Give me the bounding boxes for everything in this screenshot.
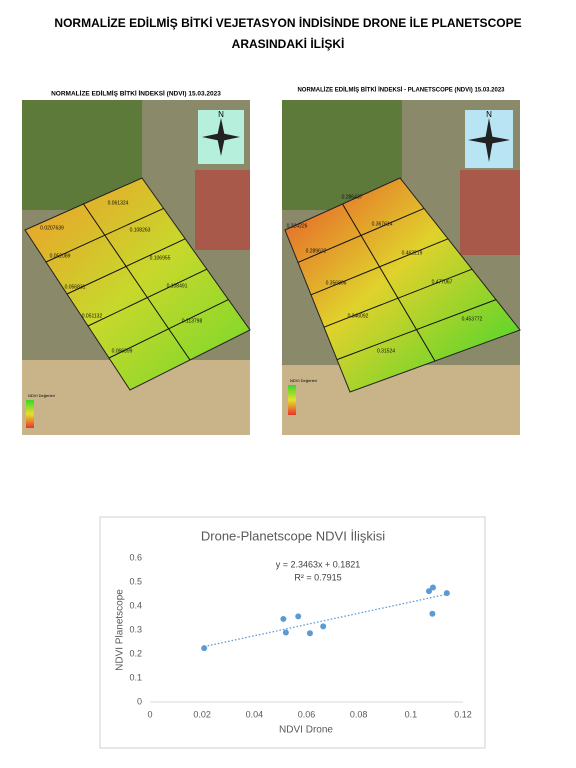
point [306,630,313,637]
field-border [310,238,449,296]
legend-label: NDVI Değerleri [28,393,55,398]
point [280,615,287,622]
point [320,623,327,630]
trendline-r2: R² = 0.7915 [294,572,341,582]
y-tick-label: 0.6 [129,552,142,562]
field-border [323,268,473,328]
field-label: 0.108263 [130,227,151,233]
chart-frame [99,516,486,749]
field-border [87,268,208,327]
x-tick-label: 0.02 [193,709,211,719]
field-label: 0.356806 [326,280,347,286]
field-border [297,207,425,263]
point [425,588,432,595]
x-tick-label: 0.1 [405,709,418,719]
legend-label: NDVI Değerleri [290,378,317,383]
x-tick-label: 0.08 [350,709,368,719]
x-axis-label: NDVI Drone [279,725,333,736]
field-label: 0.462219 [402,250,423,256]
y-tick-label: 0.5 [129,576,142,586]
y-tick-label: 0.1 [129,672,142,682]
chart-title: Drone-Planetscope NDVI İlişkisi [201,528,385,543]
field-label: 0.346092 [348,313,369,319]
title: NORMALİZE EDİLMİŞ BİTKİ VEJETASYON İNDİS… [54,15,521,30]
point [443,590,450,597]
map-title: NORMALİZE EDİLMİŞ BİTKİ İNDEKSİ - PLANET… [297,87,505,94]
point [429,584,436,591]
field-label: 0.113798 [182,318,203,324]
map-panel: N NDVI Değerleri [282,100,521,435]
field-label: 0.289632 [306,248,327,254]
y-axis-label: NDVI Planetscope [115,589,126,671]
field-border [83,203,191,361]
y-tick-label: 0 [137,696,142,706]
field-label: 0.061324 [108,200,129,206]
buildings [460,170,520,255]
buildings [195,170,250,250]
field-label: 0.31524 [377,348,395,354]
x-tick-label: 0.04 [246,709,264,719]
point [295,613,302,620]
x-tick-label: 0.06 [298,709,316,719]
field-label: 0.477067 [432,279,453,285]
field-border [342,203,436,362]
field [24,177,251,391]
map-title: NORMALİZE EDİLMİŞ BİTKİ İNDEKSİ (NDVI) 1… [51,90,221,98]
trendline-equation: y = 2.3463x + 0.1821 [276,559,361,569]
y-tick-label: 0.2 [129,648,142,658]
field-label: 0.367614 [372,221,393,227]
y-tick-label: 0.4 [129,600,142,610]
field-label: 0.453772 [462,316,483,322]
x-tick-label: 0 [147,709,152,719]
title: ARASINDAKİ İLİŞKİ [232,36,345,51]
point [429,610,436,617]
point [201,645,208,652]
field-label: 0.106955 [150,255,171,261]
field-area [282,365,520,435]
field-label: 0.056831 [65,284,86,290]
legend-bar [26,400,34,428]
trendline [204,593,447,648]
x-tick-label: 0.12 [454,709,472,719]
map-panel: N NDVI Değerleri [22,100,251,435]
legend-bar [288,385,296,415]
y-tick-label: 0.3 [129,624,142,634]
field-label: 0.0207639 [40,225,64,231]
field-border [108,299,229,359]
compass-label: N [218,110,224,119]
field [284,177,521,393]
compass [468,118,510,162]
field-label: 0.066399 [112,348,133,354]
field-border [336,299,497,361]
field-label: 0.224226 [287,223,308,229]
compass-label: N [486,110,492,119]
field-label: 0.051132 [82,313,103,319]
compass [202,118,240,156]
point [282,629,289,636]
field-border [45,207,164,263]
field-border [66,238,186,295]
field-label: 0.108491 [167,283,188,289]
field-label: 0.052089 [50,253,71,259]
field-label: 0.286437 [342,194,363,200]
